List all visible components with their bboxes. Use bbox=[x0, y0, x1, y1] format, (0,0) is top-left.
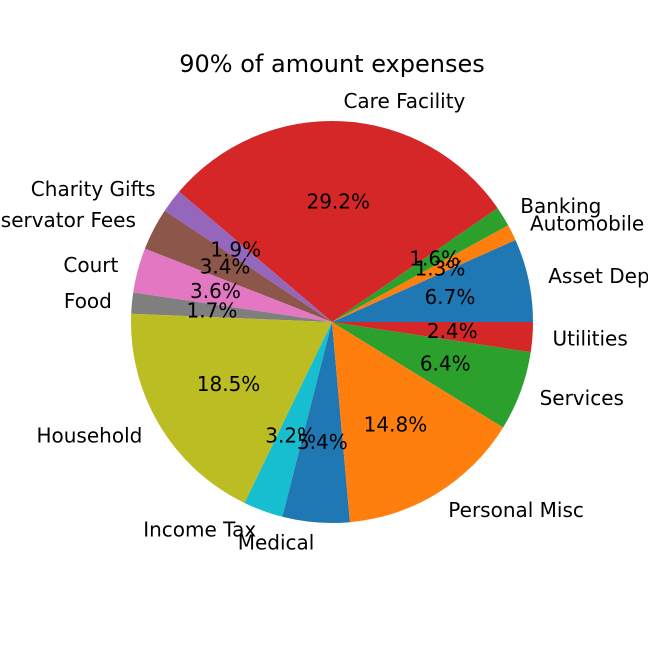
pie-slice-household bbox=[130, 313, 332, 503]
pie-category-label: Banking bbox=[520, 194, 601, 218]
pie-value-label: 2.4% bbox=[427, 319, 478, 343]
pie-value-label: 3.4% bbox=[200, 254, 251, 278]
pie-category-label: Medical bbox=[238, 530, 315, 554]
pie-category-label: Household bbox=[36, 424, 142, 448]
pie-slice-food bbox=[131, 292, 332, 322]
pie-slice-income-tax bbox=[244, 322, 332, 517]
pie-value-label: 1.3% bbox=[415, 256, 466, 280]
pie-category-label: Utilities bbox=[552, 327, 627, 351]
pie-slice-asset-dep bbox=[332, 239, 533, 322]
chart-title: 90% of amount expenses bbox=[179, 50, 485, 78]
pie-slice-utilities bbox=[332, 322, 533, 353]
pie-slice-care-facility bbox=[179, 120, 498, 322]
pie-category-label: Charity Gifts bbox=[31, 177, 156, 201]
pie-value-label: 5.4% bbox=[297, 430, 348, 454]
pie-value-label: 3.2% bbox=[265, 423, 316, 447]
pie-value-label: 6.7% bbox=[425, 285, 476, 309]
pie-category-label: Court bbox=[63, 253, 118, 277]
pie-value-label: 18.5% bbox=[197, 372, 261, 396]
pie-value-label: 14.8% bbox=[364, 413, 428, 437]
pie-value-label: 1.9% bbox=[210, 237, 261, 261]
pie-category-label: Services bbox=[540, 386, 624, 410]
pie-slice-court bbox=[133, 248, 332, 322]
pie-slice-conservator-fees bbox=[144, 210, 332, 322]
pie-category-label: Care Facility bbox=[343, 89, 465, 113]
pie-slice-charity-gifts bbox=[164, 191, 332, 322]
pie-category-label: Asset Dep bbox=[548, 264, 648, 288]
pie-slice-medical bbox=[282, 322, 350, 523]
pie-category-label: Food bbox=[64, 289, 112, 313]
pie-slice-banking bbox=[332, 208, 509, 322]
pie-category-label: Conservator Fees bbox=[0, 208, 136, 232]
pie-value-label: 3.6% bbox=[190, 279, 241, 303]
pie-slice-automobile bbox=[332, 225, 516, 322]
pie-slice-personal-misc bbox=[332, 322, 504, 523]
pie-category-label: Personal Misc bbox=[448, 498, 584, 522]
pie-value-label: 1.7% bbox=[187, 299, 238, 323]
pie-value-label: 29.2% bbox=[306, 190, 370, 214]
pie-category-label: Income Tax bbox=[143, 518, 256, 542]
pie-value-label: 1.6% bbox=[409, 247, 460, 271]
pie-category-label: Automobile bbox=[530, 212, 644, 236]
pie-slice-services bbox=[332, 322, 531, 428]
pie-value-label: 6.4% bbox=[420, 352, 471, 376]
